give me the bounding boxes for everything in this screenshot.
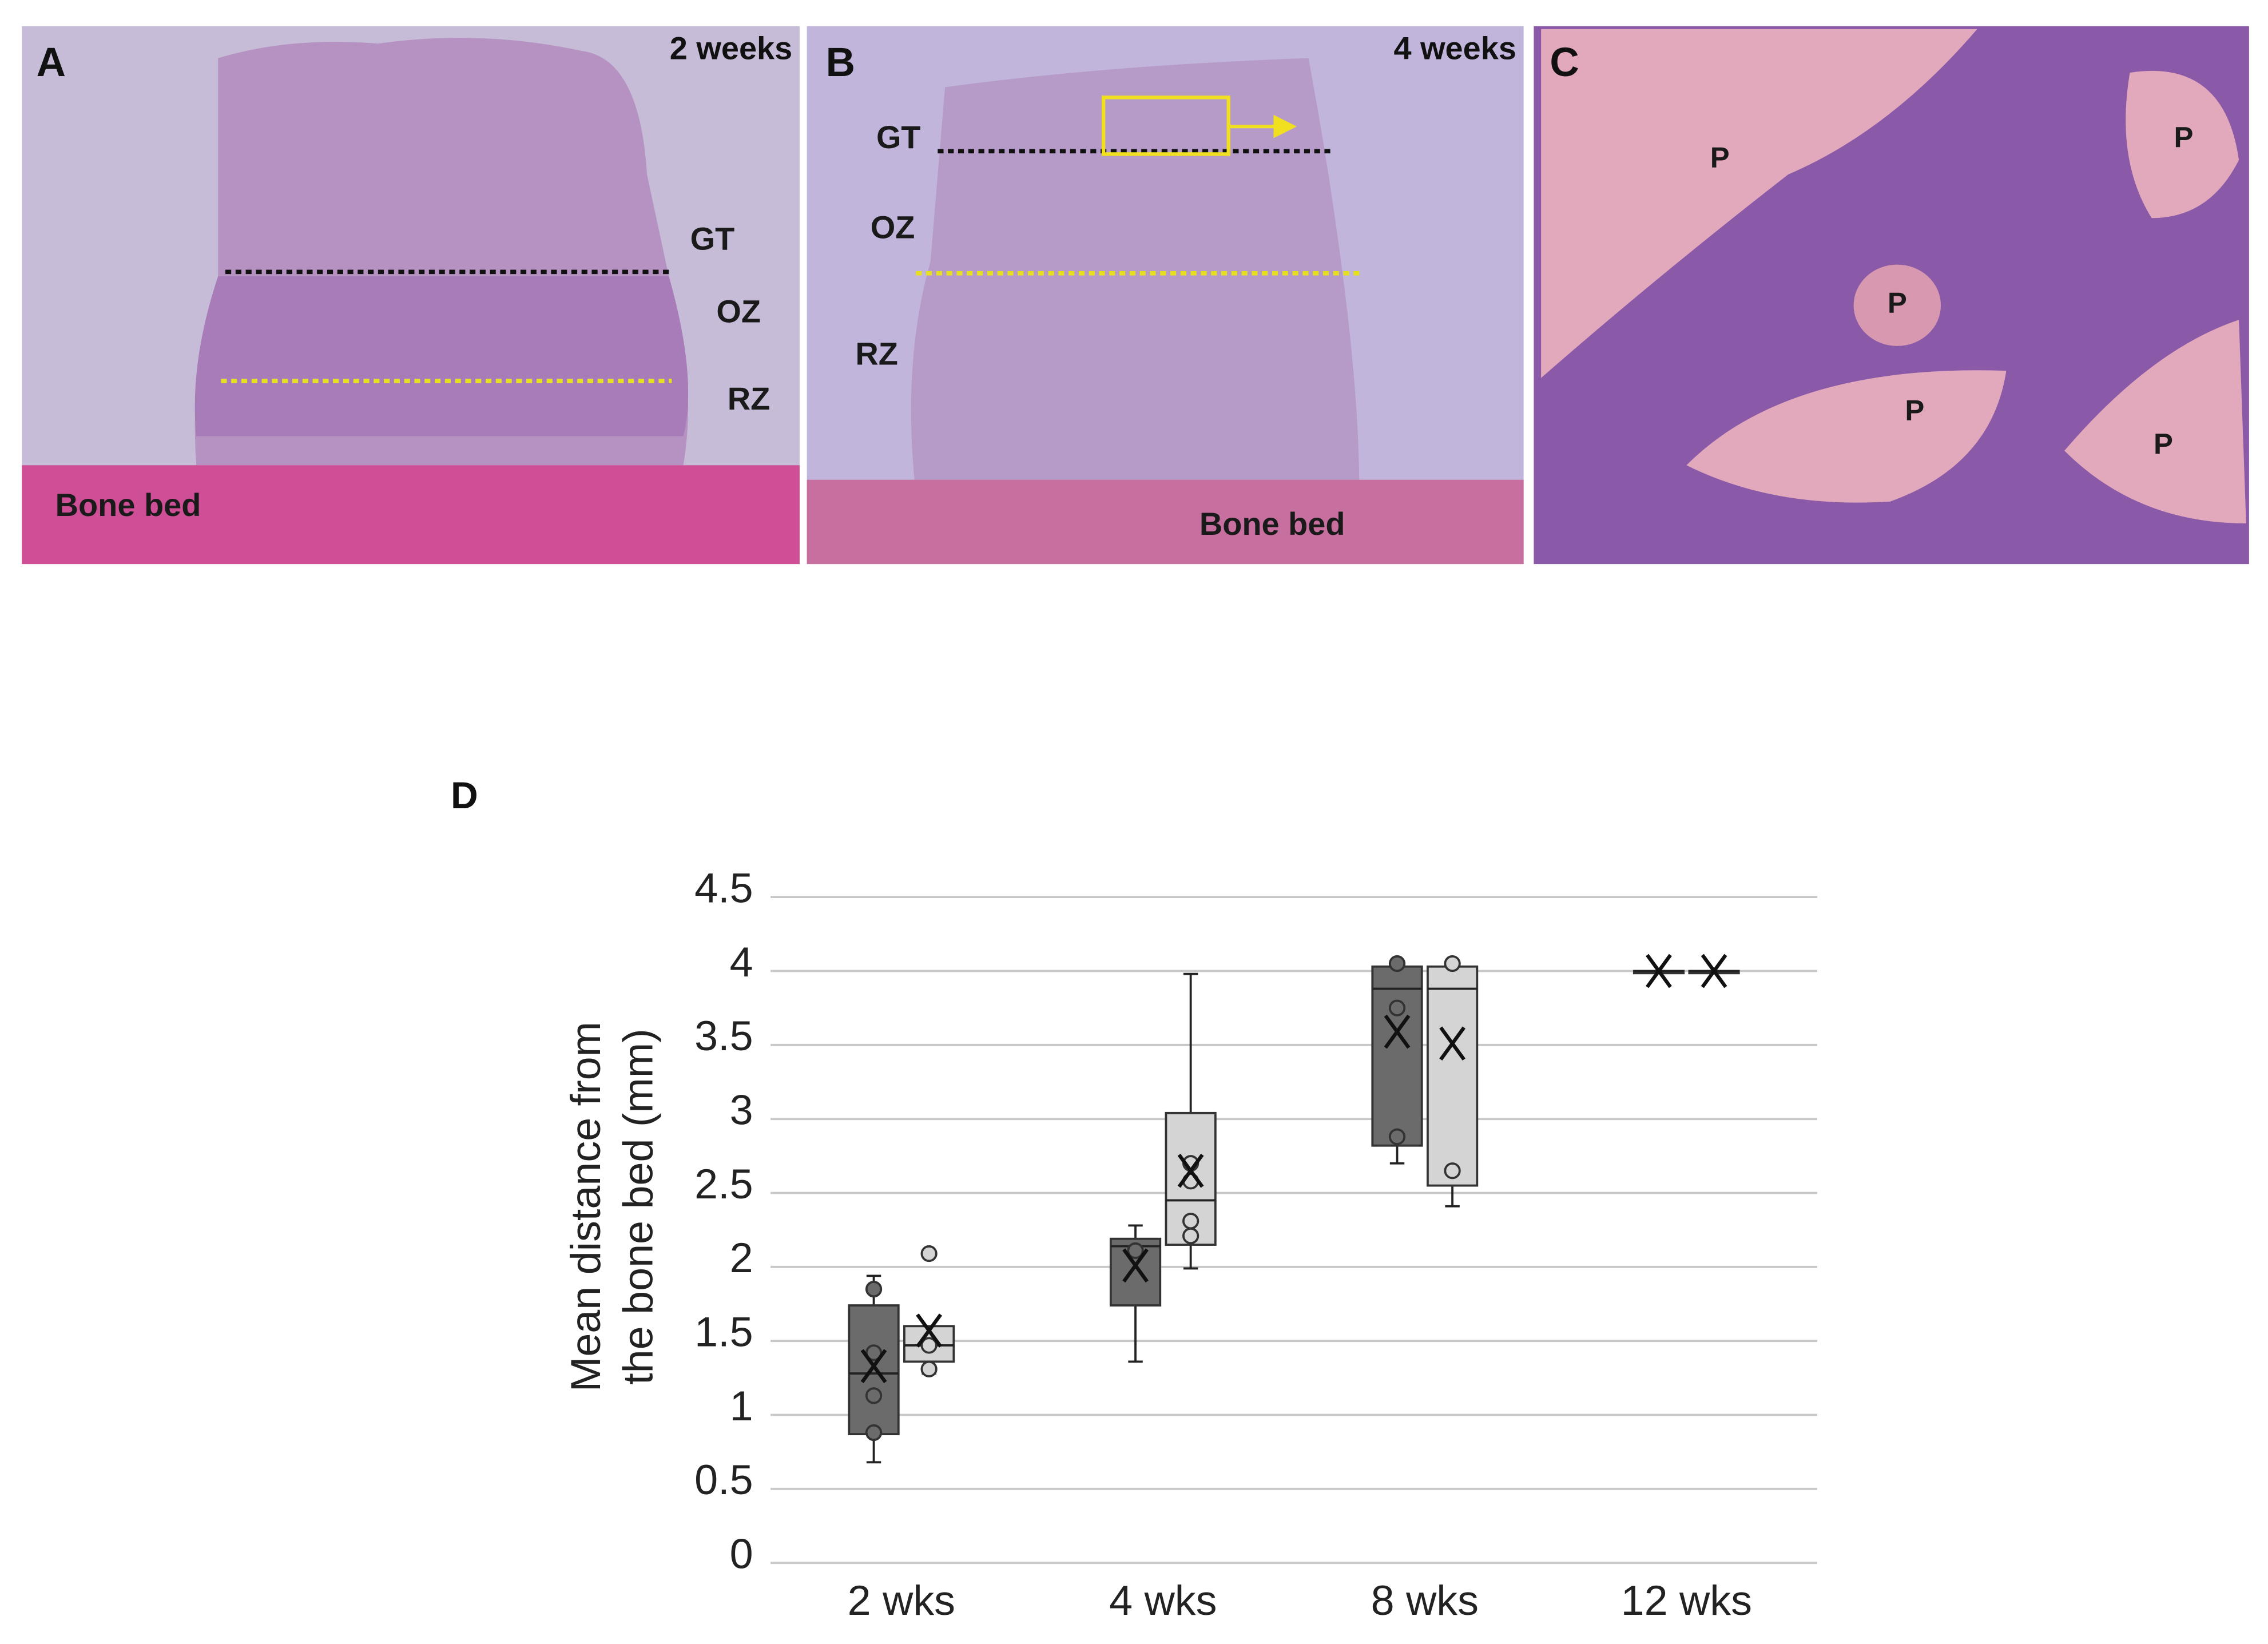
panel-label: GT [690, 221, 735, 257]
panel-label: GT [876, 119, 921, 155]
data-point [920, 1245, 938, 1262]
panel-label: RZ [855, 335, 898, 371]
panel-label: OZ [716, 293, 761, 329]
mean-marker [1177, 1153, 1204, 1188]
x-tick-label: 2 wks [848, 1577, 955, 1624]
data-point [865, 1424, 883, 1442]
y-tick-label: 3.5 [694, 1012, 753, 1059]
box [848, 1304, 900, 1436]
mean-marker [916, 1313, 943, 1348]
data-point [1388, 1128, 1406, 1145]
panel-texts: A 2 weeks GT OZ RZ Bone bed B 4 weeks GT OZ RZ Bone… [37, 30, 2194, 542]
panel-letter: D [451, 775, 478, 817]
panel-letter: A [37, 40, 66, 85]
data-point [865, 1387, 883, 1404]
y-tick-label: 2.5 [694, 1160, 753, 1208]
y-axis-label: the bone bed (mm) [614, 1029, 661, 1385]
mean-marker [1439, 1026, 1466, 1061]
panel-label: P [1710, 141, 1730, 174]
x-tick-label: 12 wks [1621, 1577, 1752, 1624]
x-tick-label: 4 wks [1109, 1577, 1217, 1624]
x-tick-label: 8 wks [1371, 1577, 1479, 1624]
y-tick-label: 1.5 [694, 1308, 753, 1355]
panel-c [1534, 26, 2249, 565]
panel-label: P [1905, 394, 1924, 427]
panel-b [807, 26, 1524, 565]
box [1426, 965, 1479, 1187]
y-tick-label: 2 [730, 1234, 753, 1281]
panel-a [22, 26, 800, 565]
data-point [1182, 1213, 1199, 1230]
panel-letter: B [826, 40, 855, 85]
y-axis-label: Mean distance from [562, 1022, 609, 1392]
mean-marker [1122, 1248, 1149, 1283]
panel-label: OZ [871, 209, 915, 245]
y-tick-label: 0 [730, 1530, 753, 1577]
panel-label: P [1888, 287, 1907, 319]
data-point [865, 1281, 883, 1298]
panel-label: Bone bed [1199, 506, 1345, 542]
data-point [1444, 955, 1461, 972]
y-tick-label: 4.5 [694, 864, 753, 911]
data-point [920, 1360, 938, 1377]
mean-marker [860, 1349, 887, 1383]
panel-caption: 2 weeks [670, 30, 792, 66]
mean-marker [1701, 954, 1727, 988]
data-point [1127, 1242, 1144, 1259]
box [1371, 965, 1423, 1147]
chart: D 0 0.5 1 1.5 2 2.5 3 3.5 4 4.5 Mean distance from t… [451, 775, 1818, 1624]
panel-caption: 4 weeks [1393, 30, 1516, 66]
y-tick-label: 1 [730, 1382, 753, 1429]
mean-marker [1384, 1014, 1411, 1049]
data-point [1388, 999, 1406, 1016]
data-point [1444, 1162, 1461, 1180]
data-point [1388, 955, 1406, 972]
panel-label: RZ [728, 380, 770, 416]
y-tick-label: 3 [730, 1086, 753, 1133]
y-tick-label: 0.5 [694, 1456, 753, 1503]
data-point [865, 1344, 883, 1361]
panel-label: Bone bed [55, 487, 201, 523]
panel-letter: C [1550, 40, 1579, 85]
data-point [1182, 1227, 1199, 1245]
panel-label: P [2154, 428, 2173, 460]
panel-label: P [2174, 121, 2194, 153]
mean-marker [1646, 954, 1672, 988]
y-tick-label: 4 [730, 938, 753, 986]
data-point [920, 1337, 938, 1354]
